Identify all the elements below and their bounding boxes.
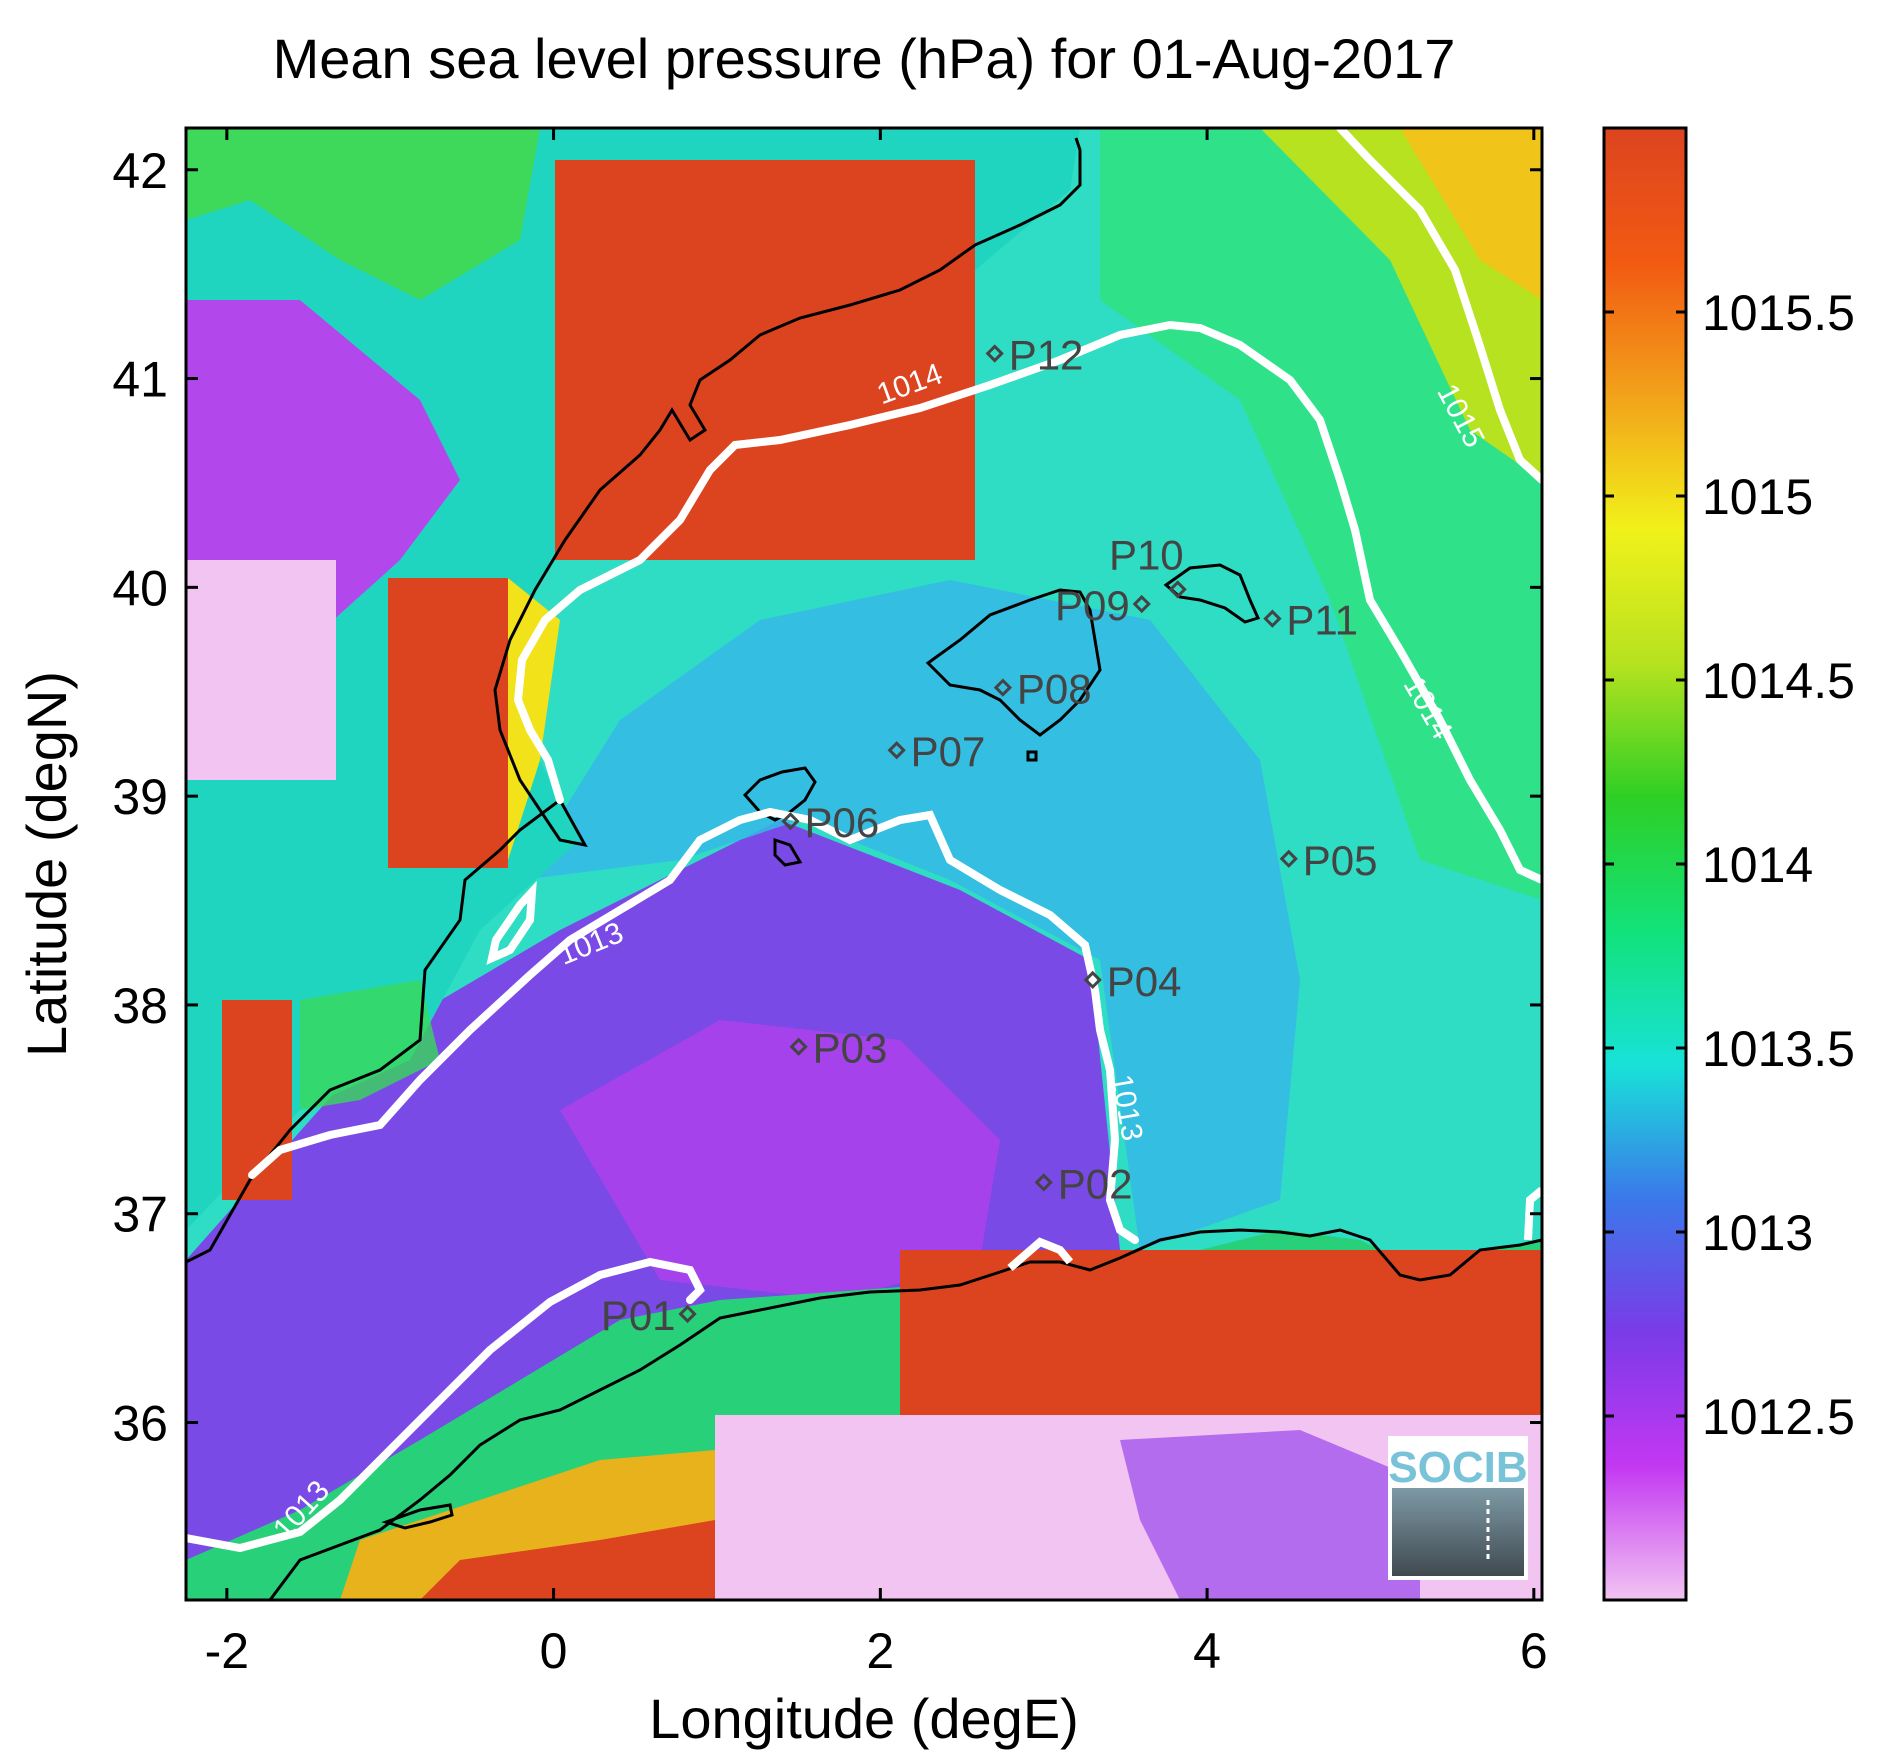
isobar-1014: [513, 320, 1542, 884]
station-marker-icon: [887, 741, 906, 760]
station-marker-icon: [985, 344, 1004, 363]
x-tick-label: -2: [205, 1623, 249, 1679]
station-label: P01: [601, 1292, 676, 1339]
station-marker-icon: [1083, 970, 1102, 990]
station-p07[interactable]: P07: [887, 728, 986, 775]
station-label: P06: [804, 799, 879, 846]
station-p02[interactable]: P02: [1034, 1160, 1133, 1207]
map-frame: [184, 126, 1544, 1602]
station-p10[interactable]: P10: [1109, 531, 1187, 599]
station-p09[interactable]: P09: [1055, 582, 1151, 629]
y-tick-label: 37: [112, 1187, 168, 1243]
sea-lowest-zone: [560, 1020, 1000, 1300]
isobar-1013-loop: [486, 880, 537, 965]
x-tick-label: 0: [540, 1623, 568, 1679]
y-tick-label: 40: [112, 560, 168, 616]
station-label: P12: [1009, 331, 1084, 378]
station-label: P10: [1109, 531, 1184, 578]
station-p12[interactable]: P12: [985, 331, 1084, 378]
station-label: P05: [1303, 837, 1378, 884]
y-tick-label: 38: [112, 978, 168, 1034]
socib-logo-header: [1392, 1440, 1524, 1488]
x-axis-ticks: -2 0 2 4 6: [205, 128, 1548, 1679]
island-cabrera: [1026, 750, 1038, 762]
station-marker-icon: [1168, 580, 1187, 599]
colorbar-ticks: 1012.5 1013 1013.5 1014 1014.5 1015 1015.5: [1604, 285, 1855, 1445]
station-marker-icon: [1034, 1173, 1053, 1192]
land-iberia-yellow-edge: [508, 578, 560, 860]
station-marker-icon: [993, 678, 1012, 697]
y-tick-label: 36: [112, 1396, 168, 1452]
station-marker-icon: [789, 1037, 808, 1056]
land-africa-violet-patch: [1120, 1430, 1420, 1600]
y-tick-label: 41: [112, 352, 168, 408]
socib-logo: SOCIB: [1388, 1436, 1528, 1580]
island-mallorca: [925, 588, 1102, 737]
y-tick-label: 39: [112, 769, 168, 825]
y-axis-ticks: 36 37 38 39 40 41 42: [112, 143, 1542, 1452]
y-tick-label: 42: [112, 143, 168, 199]
land-iberia-red-block-central: [388, 578, 508, 868]
isobar-1013-bump: [1007, 1237, 1074, 1272]
x-tick-label: 2: [866, 1623, 894, 1679]
land-iberia-green-band: [186, 128, 540, 300]
socib-logo-text: SOCIB: [1388, 1443, 1527, 1492]
colorbar: [1602, 126, 1688, 1602]
colorbar-tick-label: 1014: [1702, 837, 1813, 893]
station-p11[interactable]: P11: [1263, 597, 1358, 644]
station-marker-icon: [1132, 594, 1151, 614]
station-marker-icon: [781, 812, 800, 831]
colorbar-tick-label: 1015: [1702, 469, 1813, 525]
chart-title: Mean sea level pressure (hPa) for 01-Aug…: [273, 27, 1456, 90]
isobar-1013-south: [186, 1257, 705, 1553]
station-p08[interactable]: P08: [993, 666, 1092, 713]
colorbar-tick-label: 1013: [1702, 1205, 1813, 1261]
station-marker-icon: [1279, 849, 1298, 868]
station-label: P08: [1017, 666, 1092, 713]
x-tick-label: 4: [1193, 1623, 1221, 1679]
isobar-1014-east: [1524, 1186, 1542, 1241]
island-menorca: [1163, 563, 1261, 624]
isobar-1013-north: [248, 807, 1139, 1244]
land-iberia-lilac-block: [186, 560, 336, 780]
station-p03[interactable]: P03: [789, 1025, 888, 1072]
land-iberia-green-southeast: [300, 980, 440, 1110]
station-label: P09: [1055, 582, 1130, 629]
x-tick-label: 6: [1520, 1623, 1548, 1679]
station-p01[interactable]: P01: [601, 1292, 697, 1339]
isobar-1015: [1336, 128, 1542, 484]
sea-northeast-highest-zone: [1400, 128, 1542, 300]
sea-mid-zone: [520, 580, 1300, 1250]
colorbar-tick-label: 1015.5: [1702, 285, 1855, 341]
colorbar-tick-label: 1014.5: [1702, 653, 1855, 709]
station-label: P03: [813, 1025, 888, 1072]
coastline-iberia: [186, 137, 1082, 1264]
station-label: P04: [1107, 958, 1182, 1005]
y-axis-label: Latitude (degN): [15, 671, 78, 1057]
coastline-africa: [268, 1228, 1542, 1600]
colorbar-tick-label: 1012.5: [1702, 1389, 1855, 1445]
island-alboran: [381, 1503, 454, 1530]
station-marker-icon: [678, 1304, 697, 1324]
station-label: P11: [1286, 597, 1358, 644]
station-label: P02: [1058, 1160, 1133, 1207]
land-africa-southwest-red: [420, 1520, 715, 1600]
station-label: P07: [911, 728, 986, 775]
station-marker-icon: [1263, 609, 1282, 628]
x-axis-label: Longitude (degE): [649, 1687, 1079, 1750]
station-p06[interactable]: P06: [781, 799, 879, 846]
land-iberia-red-block-north: [555, 160, 975, 560]
colorbar-tick-label: 1013.5: [1702, 1021, 1855, 1077]
island-formentera: [773, 837, 803, 867]
station-p05[interactable]: P05: [1279, 837, 1378, 884]
station-p04[interactable]: P04: [1083, 958, 1182, 1005]
